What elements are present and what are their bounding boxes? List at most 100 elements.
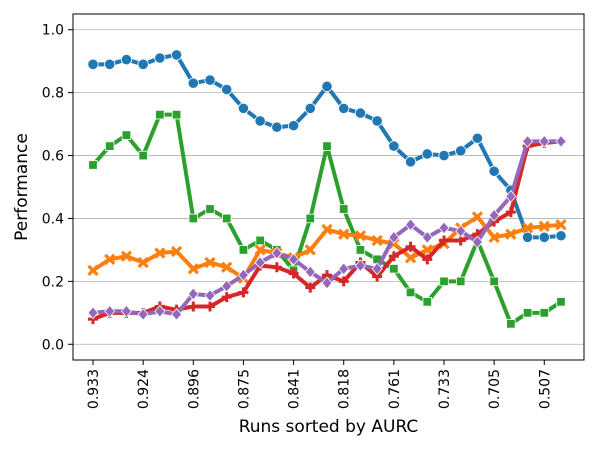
x-axis-title: Runs sorted by AURC: [239, 417, 419, 437]
data-point: [304, 102, 316, 114]
data-point: [221, 292, 232, 303]
data-point: [305, 282, 316, 293]
data-point: [338, 262, 350, 276]
data-point: [388, 230, 400, 244]
data-point: [171, 307, 183, 321]
data-point: [521, 222, 534, 234]
data-point: [154, 247, 166, 259]
series-3: [87, 211, 567, 284]
data-point: [87, 264, 99, 276]
y-tick-label: 0.0: [42, 337, 64, 353]
y-axis-title: Performance: [12, 133, 32, 241]
data-point: [104, 58, 116, 70]
data-point: [305, 213, 315, 224]
data-point: [405, 241, 416, 252]
y-axis: 0.0 0.2 0.4 0.6 0.8 1.0: [42, 23, 73, 353]
data-point: [255, 235, 265, 246]
data-point: [538, 220, 550, 232]
x-tick-label: 0.924: [136, 369, 152, 409]
data-point: [438, 221, 450, 235]
data-point: [155, 109, 165, 120]
data-point: [404, 156, 417, 168]
data-point: [104, 304, 116, 318]
data-point: [254, 115, 266, 127]
data-point: [471, 132, 484, 144]
data-point: [154, 304, 166, 318]
data-point: [422, 254, 433, 265]
data-point: [505, 190, 517, 203]
y-tick-label: 1.0: [42, 23, 64, 39]
data-point: [371, 262, 383, 276]
data-point: [538, 231, 550, 243]
data-point: [138, 150, 148, 161]
y-tick-label: 0.4: [42, 211, 64, 227]
data-point: [254, 244, 266, 256]
data-point: [87, 58, 99, 70]
data-point: [121, 130, 132, 140]
data-point: [405, 218, 417, 232]
data-point: [105, 141, 115, 151]
data-point: [538, 134, 550, 148]
data-point: [205, 204, 215, 214]
y-tick-label: 0.8: [42, 86, 64, 102]
data-point: [204, 256, 216, 269]
data-point: [488, 208, 500, 222]
data-point: [455, 145, 467, 157]
data-point: [555, 219, 567, 231]
data-point: [471, 235, 483, 249]
data-point: [456, 276, 466, 287]
data-point: [288, 268, 299, 279]
x-tick-label: 0.705: [487, 369, 503, 409]
data-point: [304, 265, 316, 279]
data-point: [354, 230, 367, 242]
data-point: [137, 307, 149, 321]
data-point: [422, 297, 432, 307]
data-point: [421, 244, 433, 256]
data-point: [555, 134, 567, 148]
data-point: [187, 77, 199, 89]
data-point: [506, 319, 516, 329]
data-point: [321, 276, 333, 290]
x-tick-label: 0.933: [86, 369, 102, 409]
data-point: [439, 235, 449, 246]
data-point: [120, 304, 132, 318]
data-point: [237, 268, 249, 282]
data-point: [555, 230, 567, 242]
x-tick-label: 0.875: [236, 369, 252, 409]
data-point: [287, 120, 300, 132]
data-point: [238, 245, 249, 255]
data-point: [488, 165, 500, 177]
data-point: [539, 308, 549, 318]
data-point: [354, 259, 366, 273]
data-point: [521, 231, 534, 243]
data-point: [188, 213, 198, 224]
data-point: [388, 251, 399, 262]
data-point: [338, 102, 350, 114]
data-point: [288, 252, 300, 266]
data-point: [404, 252, 417, 264]
data-point: [405, 287, 416, 298]
data-point: [505, 228, 517, 240]
data-point: [439, 276, 449, 287]
data-point: [438, 149, 450, 162]
data-point: [338, 276, 349, 287]
data-point: [489, 276, 499, 287]
data-point: [321, 223, 333, 236]
data-point: [187, 263, 199, 275]
series-2: [88, 109, 566, 329]
x-tick-label: 0.733: [437, 369, 453, 409]
data-point: [237, 102, 250, 114]
plot-frame: [72, 13, 585, 361]
data-point: [455, 224, 467, 238]
data-point: [87, 306, 99, 320]
data-point: [522, 308, 533, 318]
y-tick-label: 0.6: [42, 149, 64, 165]
data-point: [271, 246, 283, 260]
data-point: [355, 245, 366, 255]
x-tick-label: 0.841: [287, 369, 303, 409]
data-point: [271, 121, 283, 133]
data-point: [221, 261, 233, 273]
data-point: [322, 141, 332, 151]
data-point: [321, 80, 333, 92]
data-point: [222, 213, 232, 224]
